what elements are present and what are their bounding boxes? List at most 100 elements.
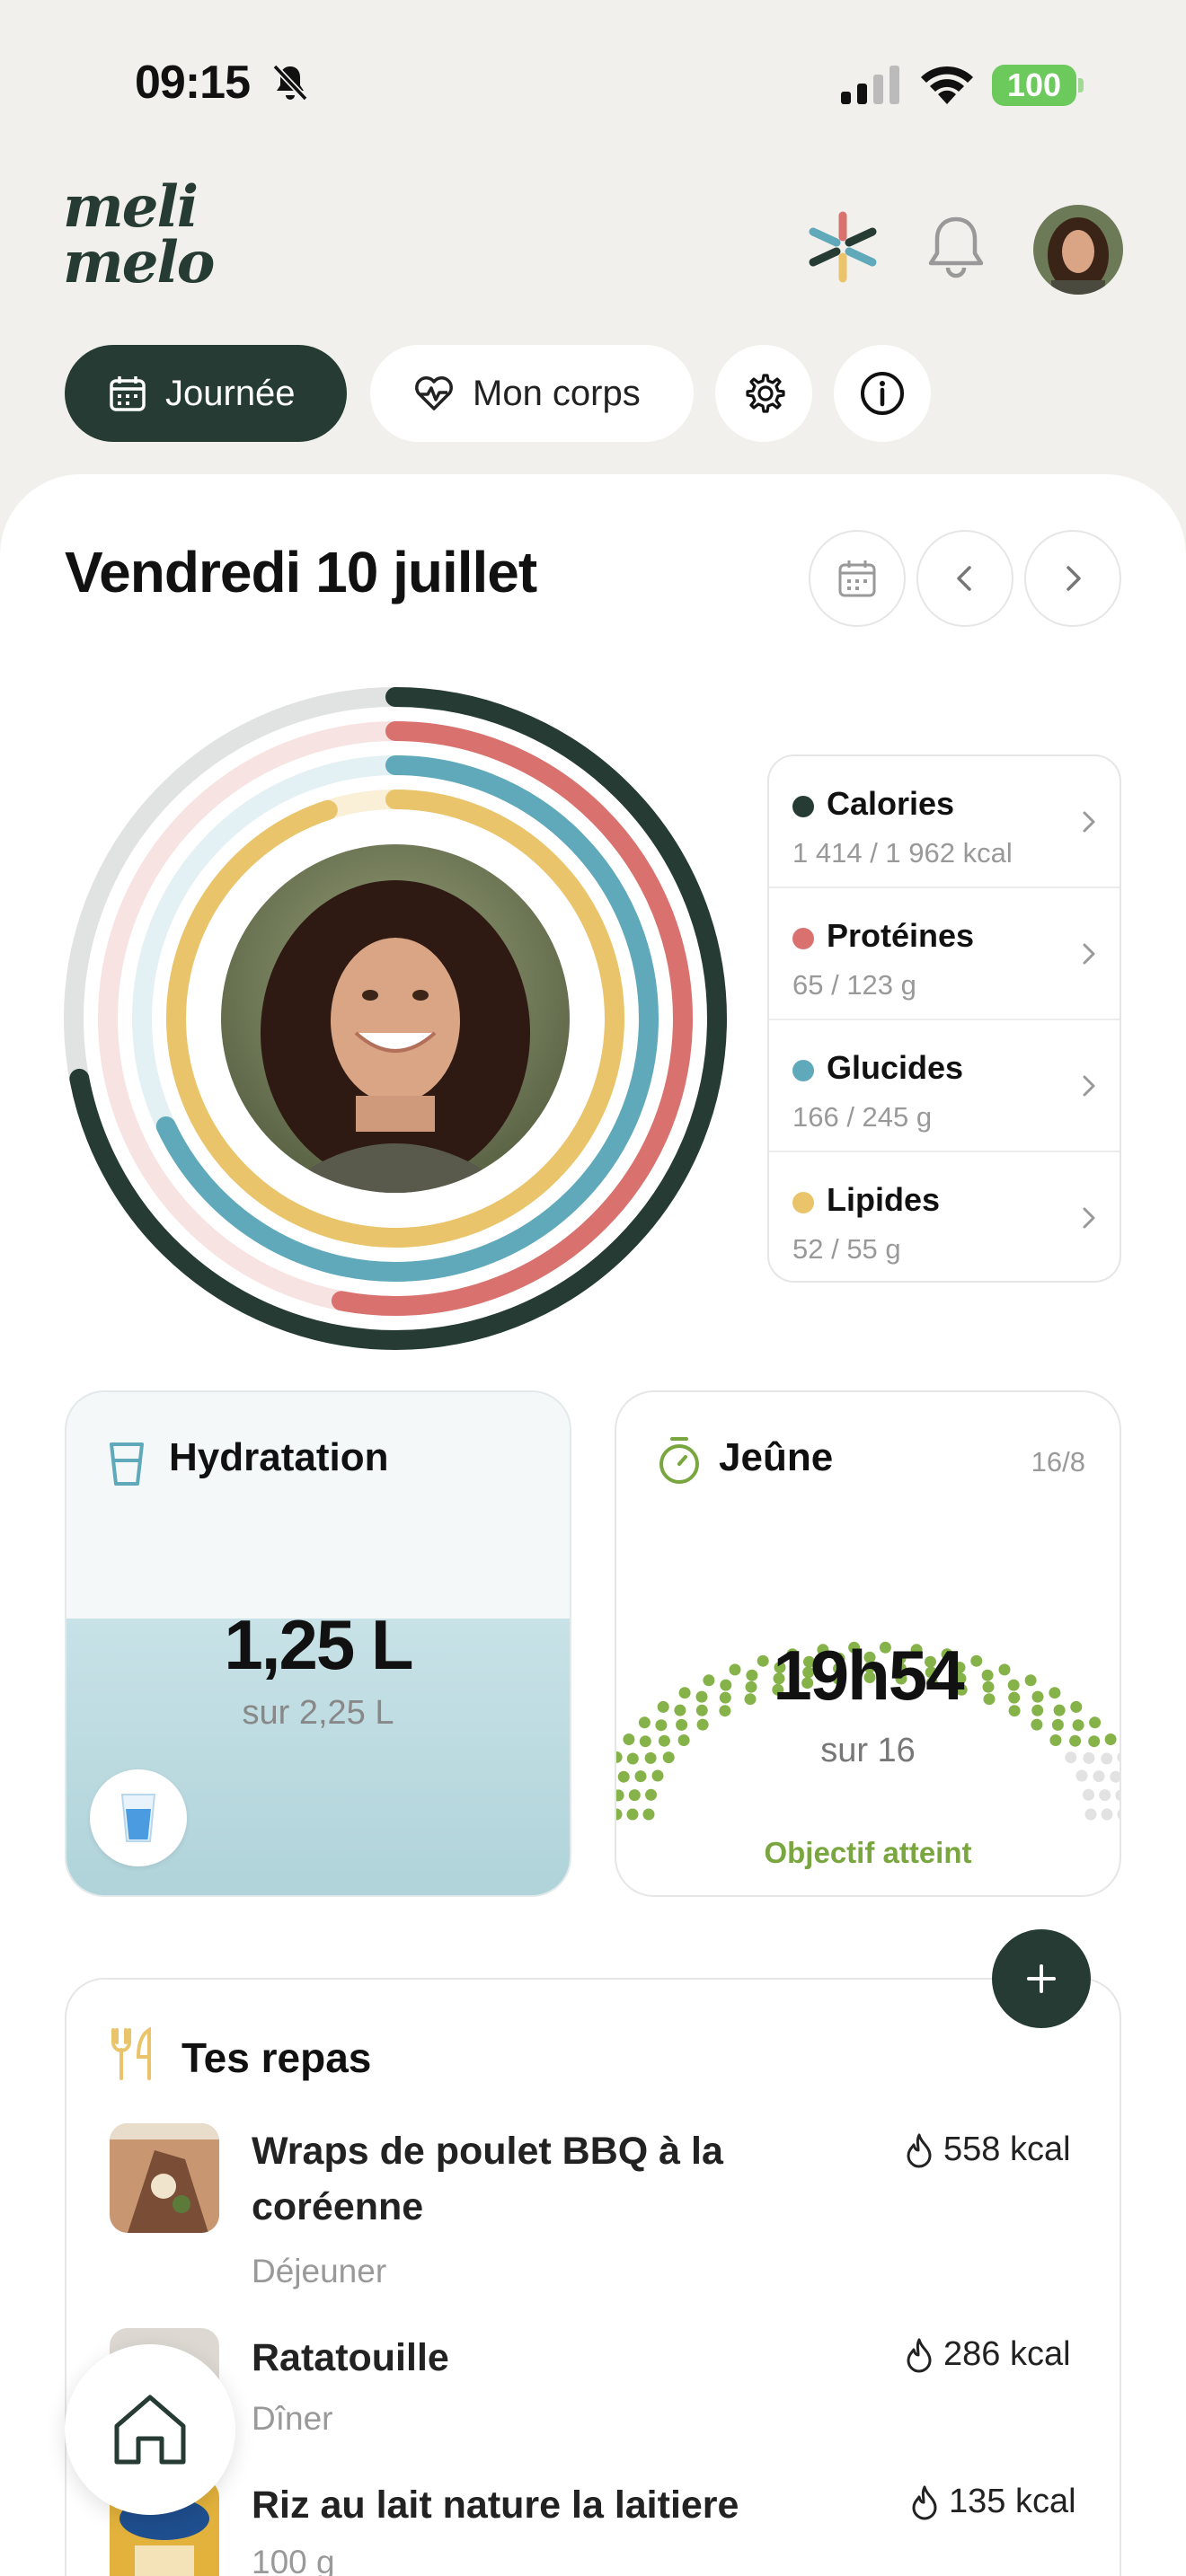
info-button[interactable]	[834, 345, 931, 442]
fasting-dot	[953, 1662, 966, 1673]
fasting-dot	[1099, 1789, 1111, 1802]
chevron-right-icon	[1067, 566, 1081, 591]
macro-row-proteines[interactable]: Protéines 65 / 123 g	[769, 888, 1120, 1020]
meal-type: Déjeuner	[252, 2253, 387, 2289]
fasting-dot	[616, 1808, 623, 1821]
fasting-dot	[895, 1672, 907, 1685]
meal-type: 100 g	[252, 2544, 335, 2576]
info-icon	[861, 372, 904, 415]
fasting-dot	[848, 1641, 861, 1654]
page-title: Vendredi 10 juillet	[65, 540, 537, 604]
fasting-dot	[628, 1789, 641, 1802]
fasting-dot	[833, 1663, 845, 1675]
fasting-dot	[719, 1691, 731, 1704]
fasting-dot	[1065, 1751, 1077, 1764]
macro-name: Protéines	[827, 917, 975, 954]
fasting-dot	[645, 1788, 657, 1801]
lipides-dot	[792, 1192, 814, 1213]
ring-progress	[166, 790, 624, 1248]
fasting-dot	[626, 1752, 639, 1765]
fasting-dot	[678, 1687, 691, 1699]
fasting-dot	[639, 1735, 651, 1748]
battery-indicator: 100	[992, 65, 1084, 106]
ring-progress	[98, 721, 693, 1316]
ring-progress	[132, 755, 659, 1282]
fasting-dot	[616, 1751, 623, 1763]
fasting-dot	[744, 1693, 757, 1706]
fasting-dot	[863, 1651, 876, 1663]
glass-icon	[110, 1442, 144, 1486]
meal-name[interactable]: Ratatouille	[252, 2336, 449, 2379]
avatar-portrait	[1033, 205, 1123, 295]
macro-row-calories[interactable]: Calories 1 414 / 1 962 kcal	[769, 756, 1120, 888]
fasting-dot	[925, 1677, 938, 1689]
macro-name: Calories	[827, 785, 955, 822]
fasting-dot	[863, 1672, 876, 1683]
fasting-dot	[1101, 1808, 1113, 1821]
fasting-ratio: 16/8	[1031, 1446, 1085, 1478]
fasting-dot	[895, 1663, 907, 1675]
fasting-dot	[1115, 1789, 1120, 1802]
fasting-dot	[786, 1648, 799, 1661]
flame-icon	[912, 2485, 937, 2519]
flame-icon	[907, 2338, 932, 2372]
fasting-dot	[623, 1734, 635, 1745]
fasting-dot	[651, 1769, 664, 1782]
tab-journee[interactable]: Journée	[65, 345, 347, 442]
tab-journee-label: Journée	[165, 373, 296, 413]
plus-icon	[1027, 1964, 1056, 1993]
avatar[interactable]	[1033, 205, 1123, 295]
fasting-title: Jeûne	[719, 1435, 834, 1479]
fasting-dot	[746, 1669, 758, 1681]
macros-list: Calories 1 414 / 1 962 kcal Protéines 65…	[767, 754, 1121, 1283]
hydration-card[interactable]: Hydratation 1,25 L sur 2,25 L	[65, 1390, 571, 1897]
home-icon	[114, 2395, 186, 2465]
macro-row-glucides[interactable]: Glucides 166 / 245 g	[769, 1020, 1120, 1152]
fasting-dot	[757, 1654, 769, 1667]
asterisk-icon[interactable]	[804, 208, 881, 286]
previous-day-button[interactable]	[916, 530, 1013, 627]
fasting-card[interactable]: Jeûne 16/8 19h54 sur 16 Objectif atteint	[615, 1390, 1121, 1897]
fasting-dot	[983, 1693, 996, 1706]
meal-name[interactable]: Riz au lait nature la laitiere	[252, 2483, 739, 2527]
fasting-dot	[1053, 1704, 1066, 1716]
tab-mon-corps[interactable]: Mon corps	[370, 345, 694, 442]
fasting-dot	[863, 1661, 876, 1673]
calendar-button[interactable]	[809, 530, 906, 627]
profile-photo	[221, 844, 570, 1193]
fasting-dot	[695, 1704, 708, 1716]
fasting-status: Objectif atteint	[764, 1836, 972, 1869]
chevron-right-icon	[1083, 943, 1095, 965]
fasting-dot	[644, 1751, 657, 1764]
fasting-dot	[772, 1683, 784, 1696]
add-meal-button[interactable]	[992, 1929, 1091, 2028]
fasting-dot-arc	[616, 1641, 1120, 1821]
fasting-dot	[802, 1666, 815, 1679]
fasting-dot	[879, 1641, 891, 1654]
fasting-dot	[662, 1751, 675, 1764]
next-day-button[interactable]	[1024, 530, 1121, 627]
macro-value: 1 414 / 1 962 kcal	[792, 837, 1013, 869]
home-button[interactable]	[65, 2344, 235, 2515]
meal-type: Dîner	[252, 2400, 333, 2437]
wrap-photo	[110, 2123, 219, 2233]
meal-thumbnail	[110, 2123, 219, 2233]
meal-kcal-value: 558 kcal	[943, 2130, 1071, 2168]
meal-name[interactable]: Wraps de poulet BBQ à la coréenne	[252, 2130, 723, 2228]
chevron-left-icon	[957, 566, 971, 591]
proteines-dot	[792, 928, 814, 949]
settings-button[interactable]	[715, 345, 812, 442]
fasting-dot	[832, 1672, 845, 1685]
add-water-button[interactable]	[90, 1769, 187, 1866]
fasting-dot	[719, 1705, 731, 1717]
wifi-icon	[921, 66, 973, 104]
fasting-dot	[1031, 1704, 1044, 1716]
fasting-dot	[774, 1662, 786, 1673]
fasting-dot	[1117, 1752, 1120, 1762]
fasting-dot	[674, 1704, 686, 1716]
bell-icon[interactable]	[920, 210, 992, 286]
macro-row-lipides[interactable]: Lipides 52 / 55 g	[769, 1152, 1120, 1284]
fasting-dot	[720, 1679, 732, 1691]
fasting-dot	[998, 1663, 1011, 1676]
fasting-dot	[1031, 1690, 1044, 1703]
